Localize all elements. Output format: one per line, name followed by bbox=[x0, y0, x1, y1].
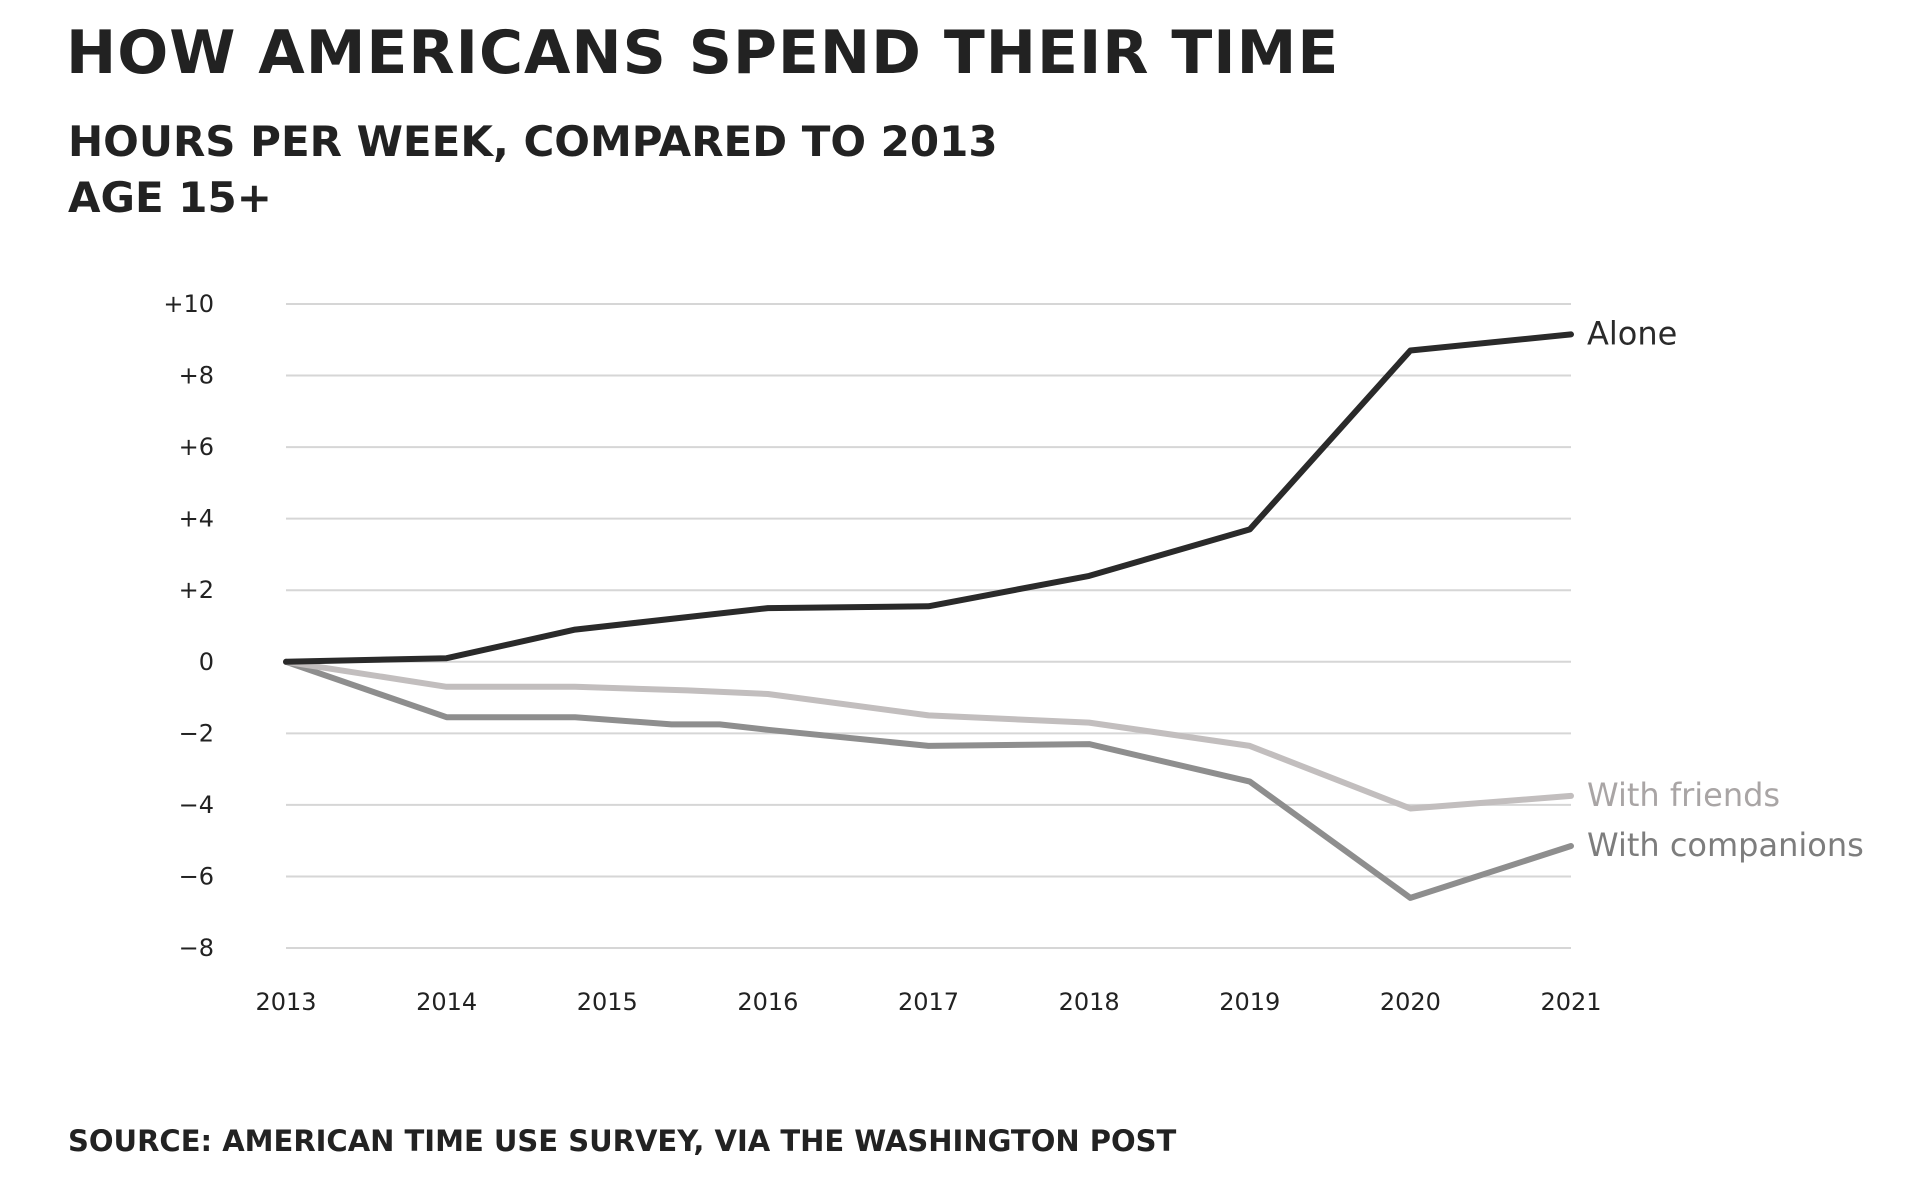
y-tick-label: +8 bbox=[179, 362, 214, 390]
y-tick-label: −4 bbox=[179, 791, 214, 819]
series-line-with-companions bbox=[283, 658, 1574, 901]
chart-subtitle: HOURS PER WEEK, COMPARED TO 2013 AGE 15+ bbox=[68, 114, 998, 226]
y-tick-label: −2 bbox=[179, 719, 214, 747]
y-tick-label: −6 bbox=[179, 862, 214, 890]
x-tick-label: 2017 bbox=[898, 988, 959, 1016]
x-tick-label: 2015 bbox=[577, 988, 638, 1016]
series-label-with-friends: With friends bbox=[1587, 776, 1780, 814]
x-tick-label: 2016 bbox=[737, 988, 798, 1016]
x-tick-label: 2018 bbox=[1059, 988, 1120, 1016]
x-tick-label: 2020 bbox=[1380, 988, 1441, 1016]
y-tick-label: +10 bbox=[163, 290, 214, 318]
source-note: SOURCE: AMERICAN TIME USE SURVEY, VIA TH… bbox=[68, 1124, 1177, 1158]
y-tick-label: −8 bbox=[179, 934, 214, 962]
subtitle-line-1: HOURS PER WEEK, COMPARED TO 2013 bbox=[68, 117, 998, 166]
subtitle-line-2: AGE 15+ bbox=[68, 173, 272, 222]
series-line-with-friends bbox=[283, 658, 1574, 812]
chart-title: HOW AMERICANS SPEND THEIR TIME bbox=[66, 18, 1340, 88]
y-tick-label: 0 bbox=[199, 648, 214, 676]
x-tick-label: 2019 bbox=[1219, 988, 1280, 1016]
y-tick-label: +4 bbox=[179, 505, 214, 533]
series-line-alone bbox=[283, 331, 1574, 665]
series-label-with-companions: With companions bbox=[1587, 826, 1864, 864]
x-tick-label: 2013 bbox=[255, 988, 316, 1016]
x-tick-label: 2021 bbox=[1540, 988, 1601, 1016]
y-tick-label: +2 bbox=[179, 576, 214, 604]
x-tick-label: 2014 bbox=[416, 988, 477, 1016]
series-label-alone: Alone bbox=[1587, 314, 1677, 352]
y-tick-label: +6 bbox=[179, 433, 214, 461]
